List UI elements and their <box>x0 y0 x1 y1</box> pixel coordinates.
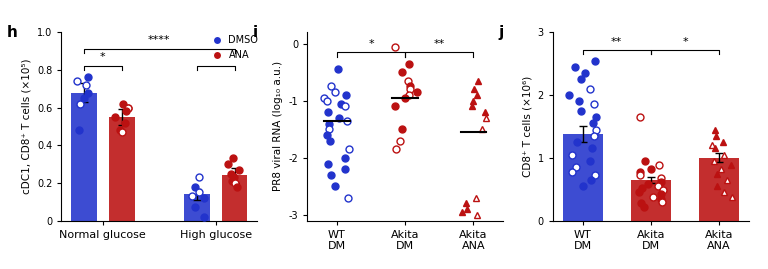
Text: *: * <box>682 37 688 47</box>
Bar <box>222 175 247 221</box>
Text: **: ** <box>611 37 622 47</box>
Bar <box>562 134 603 221</box>
Text: *: * <box>100 52 106 62</box>
Text: h: h <box>7 25 18 40</box>
Bar <box>184 194 210 221</box>
Text: j: j <box>498 25 503 40</box>
Text: i: i <box>253 25 257 40</box>
Y-axis label: CD8⁺ T cells (×10⁶): CD8⁺ T cells (×10⁶) <box>522 76 532 177</box>
Text: *: * <box>213 52 219 62</box>
Y-axis label: PR8 viral RNA (log₁₀ a.u.): PR8 viral RNA (log₁₀ a.u.) <box>273 61 283 192</box>
Bar <box>699 158 740 221</box>
Y-axis label: cDC1, CD8⁺ T cells (×10⁵): cDC1, CD8⁺ T cells (×10⁵) <box>22 59 31 194</box>
Text: **: ** <box>434 39 445 49</box>
Bar <box>631 180 671 221</box>
Text: ****: **** <box>148 36 170 45</box>
Text: *: * <box>368 39 374 49</box>
Bar <box>109 117 134 221</box>
Bar <box>71 93 97 221</box>
Legend: DMSO, ANA: DMSO, ANA <box>204 31 262 64</box>
